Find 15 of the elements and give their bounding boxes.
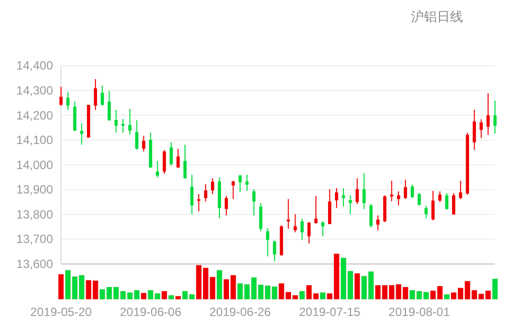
y-tick-label: 13,800: [16, 207, 54, 222]
y-tick-label: 14,400: [16, 58, 54, 73]
x-tick-label: 2019-05-20: [30, 305, 92, 319]
chart-title: 沪铝日线: [411, 9, 463, 24]
y-tick-label: 14,200: [16, 108, 54, 122]
y-tick-label: 14,300: [16, 83, 54, 98]
x-tick-label: 2019-08-01: [388, 305, 450, 319]
y-tick-label: 14,100: [16, 133, 54, 148]
y-tick-label: 13,600: [16, 257, 54, 271]
y-tick-label: 13,900: [16, 182, 54, 197]
x-tick-label: 2019-06-06: [120, 305, 182, 319]
y-tick-label: 13,700: [16, 232, 54, 246]
y-tick-label: 14,000: [16, 158, 54, 172]
x-tick-label: 2019-06-26: [209, 305, 272, 319]
x-tick-label: 2019-07-15: [298, 305, 361, 319]
